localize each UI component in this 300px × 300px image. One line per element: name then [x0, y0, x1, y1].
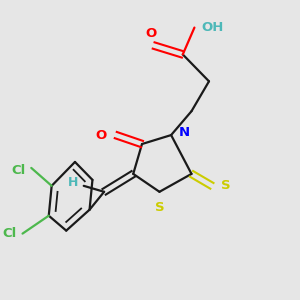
Text: N: N	[178, 126, 190, 139]
Text: Cl: Cl	[2, 227, 17, 240]
Text: O: O	[145, 26, 156, 40]
Text: O: O	[96, 129, 107, 142]
Text: OH: OH	[202, 21, 224, 34]
Text: S: S	[220, 179, 230, 192]
Text: H: H	[68, 176, 78, 189]
Text: S: S	[155, 201, 164, 214]
Text: Cl: Cl	[11, 164, 26, 177]
